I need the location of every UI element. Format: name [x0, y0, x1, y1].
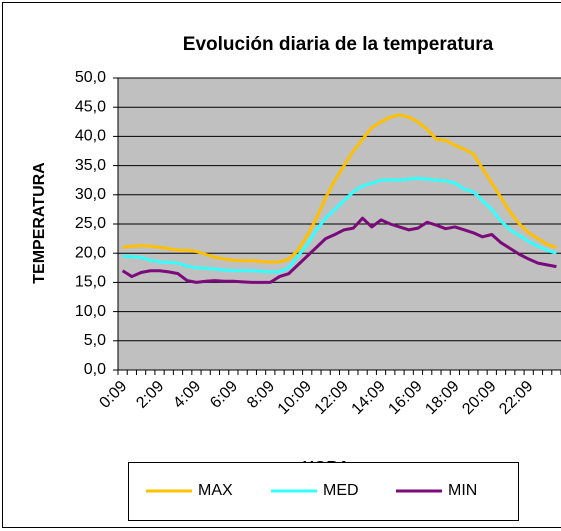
legend-box — [128, 462, 519, 521]
y-axis-label: TEMPERATURA — [31, 162, 48, 284]
y-tick-label: 15,0 — [75, 274, 106, 291]
plot: 0,0 5,0 10,0 15,0 20,0 25,0 30,0 35,0 40,0 45,0 50… — [75, 69, 561, 418]
series-line — [121, 216, 557, 284]
legend-label: MIN — [448, 482, 477, 499]
legend-label: MED — [323, 482, 359, 499]
y-tick-label: 5,0 — [84, 332, 106, 349]
y-tick-label: 50,0 — [75, 69, 106, 86]
y-tick-label: 0,0 — [84, 361, 106, 378]
series-line — [122, 113, 557, 264]
y-tick-label: 40,0 — [75, 128, 106, 145]
y-tick-label: 10,0 — [75, 303, 106, 320]
legend-label: MAX — [198, 482, 233, 499]
y-tick-label: 30,0 — [75, 186, 106, 203]
y-tick-label: 45,0 — [75, 98, 106, 115]
y-tick-label: 25,0 — [75, 215, 106, 232]
legend: MAX MED MIN — [128, 462, 519, 521]
series-line — [122, 176, 557, 274]
y-tick-label: 20,0 — [75, 244, 106, 261]
y-tick-label: 35,0 — [75, 157, 106, 174]
chart-title: Evolución diaria de la temperatura — [183, 34, 494, 55]
